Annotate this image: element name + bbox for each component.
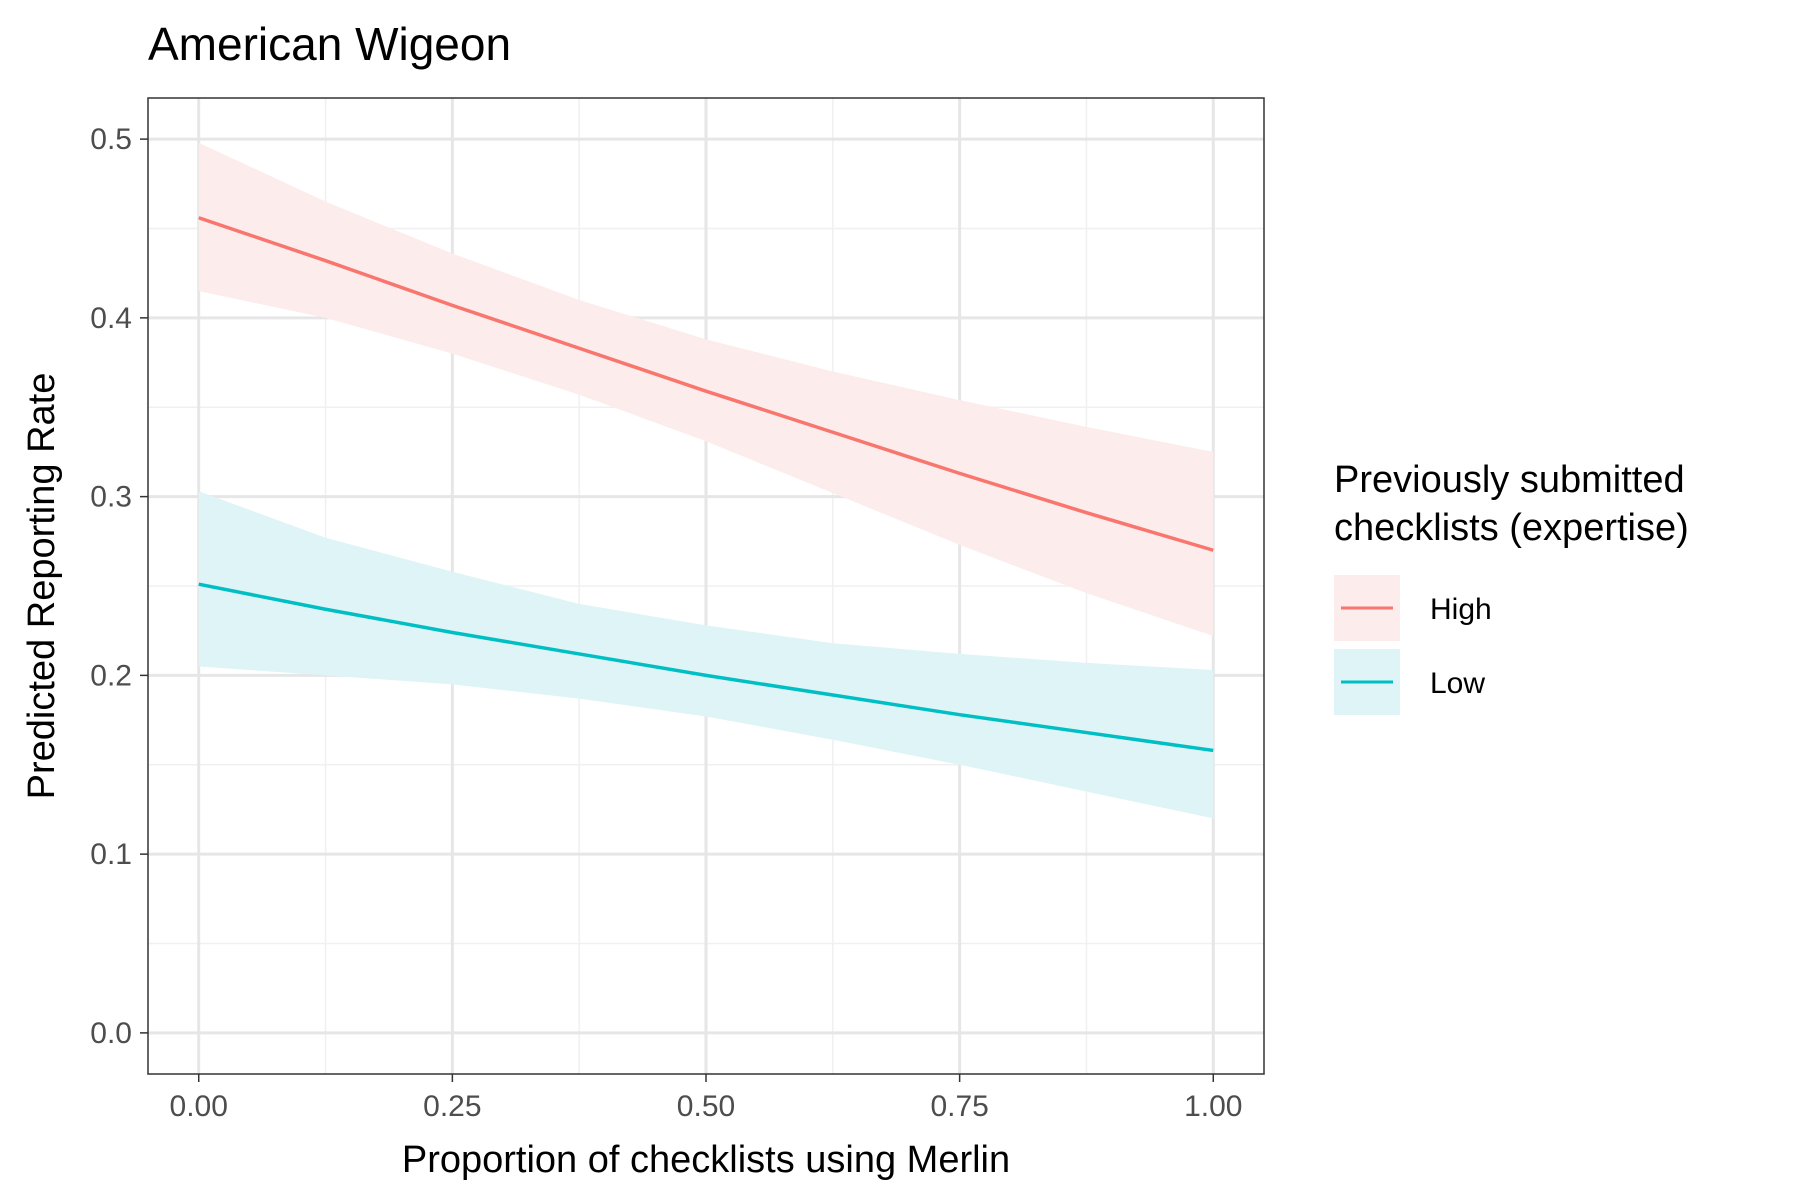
chart-title: American Wigeon: [148, 18, 511, 70]
y-tick-label: 0.0: [90, 1017, 132, 1050]
series-lines: [198, 216, 1214, 753]
y-tick-label: 0.1: [90, 838, 132, 871]
x-tick-label: 0.50: [677, 1090, 735, 1123]
axes: 0.00 0.25 0.50 0.75 1.00 0.0 0.1 0.2 0.3 0.4 0.5: [90, 123, 1242, 1123]
legend-label-high: High: [1430, 593, 1492, 626]
x-tick-label: 0.00: [170, 1090, 228, 1123]
legend-title-line-2: checklists (expertise): [1334, 507, 1689, 549]
y-tick-label: 0.4: [90, 302, 132, 335]
x-axis-title: Proportion of checklists using Merlin: [402, 1139, 1010, 1181]
legend: Previously submitted checklists (experti…: [1334, 459, 1689, 715]
y-axis-title: Predicted Reporting Rate: [21, 373, 63, 800]
series-line-high: [198, 216, 1214, 552]
y-tick-label: 0.3: [90, 481, 132, 514]
x-tick-label: 0.25: [423, 1090, 481, 1123]
x-tick-label: 0.75: [930, 1090, 988, 1123]
legend-label-low: Low: [1430, 667, 1485, 700]
confidence-band-low: [198, 491, 1214, 819]
x-tick-label: 1.00: [1184, 1090, 1242, 1123]
series-line-low: [198, 582, 1214, 753]
y-tick-label: 0.2: [90, 659, 132, 692]
y-tick-label: 0.5: [90, 123, 132, 156]
legend-title-line-1: Previously submitted: [1334, 459, 1685, 501]
